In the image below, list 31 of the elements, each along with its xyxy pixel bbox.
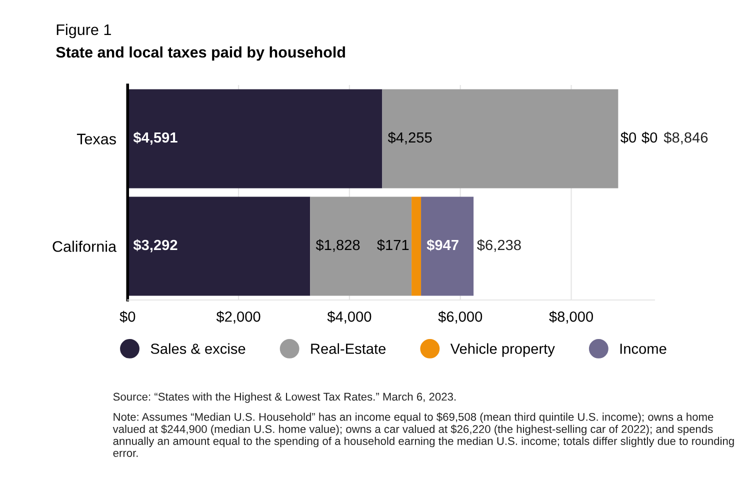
data-label: $1,828 — [316, 239, 360, 252]
total-label: $6,238 — [477, 239, 521, 252]
y-tick-label: California — [52, 240, 117, 252]
bar — [412, 196, 422, 296]
data-label: $3,292 — [133, 239, 178, 252]
total-label: $8,846 — [664, 132, 708, 144]
legend-label: Income — [620, 344, 666, 354]
x-tick-label: $0 — [120, 310, 136, 323]
bar — [382, 89, 618, 188]
chart-subtitle: State and local taxes paid by household — [56, 46, 345, 61]
x-tick-label: $6,000 — [438, 310, 482, 324]
legend-label: Vehicle property — [450, 343, 555, 357]
bar — [421, 196, 474, 296]
data-label: $171 — [377, 239, 409, 252]
bar — [310, 196, 412, 296]
data-label: $4,255 — [388, 132, 432, 144]
legend-label: Real-Estate — [311, 343, 386, 354]
legend-label: Sales & excise — [150, 343, 246, 354]
data-label: $0 — [620, 132, 636, 144]
data-label: $947 — [426, 239, 458, 252]
chart-title: Figure 1 — [56, 24, 111, 38]
bar — [128, 89, 382, 188]
bar — [128, 196, 310, 296]
x-tick-label: $2,000 — [216, 310, 260, 324]
source-note: Source: “States with the Highest & Lowest Tax Rates.” March 6, 2023. — [113, 392, 456, 403]
data-label: $4,591 — [133, 132, 178, 145]
y-tick-label: Texas — [76, 134, 116, 144]
x-tick-label: $4,000 — [327, 310, 372, 324]
text: Note: Assumes “Median U.S. Household” has an income equal to $69,508 (mean third quintile U.S. income); owns a home valued at $244,900 (median U.S. home value); owns a car valued at $26,220 (the highest-selling car of 2022); and spends annually an amount equal to the spending of a household earning the median U.S. income; totals differ slightly due to rounding error. — [112, 412, 734, 457]
x-tick-label: $8,000 — [549, 310, 593, 324]
data-label: $0 — [642, 132, 658, 144]
